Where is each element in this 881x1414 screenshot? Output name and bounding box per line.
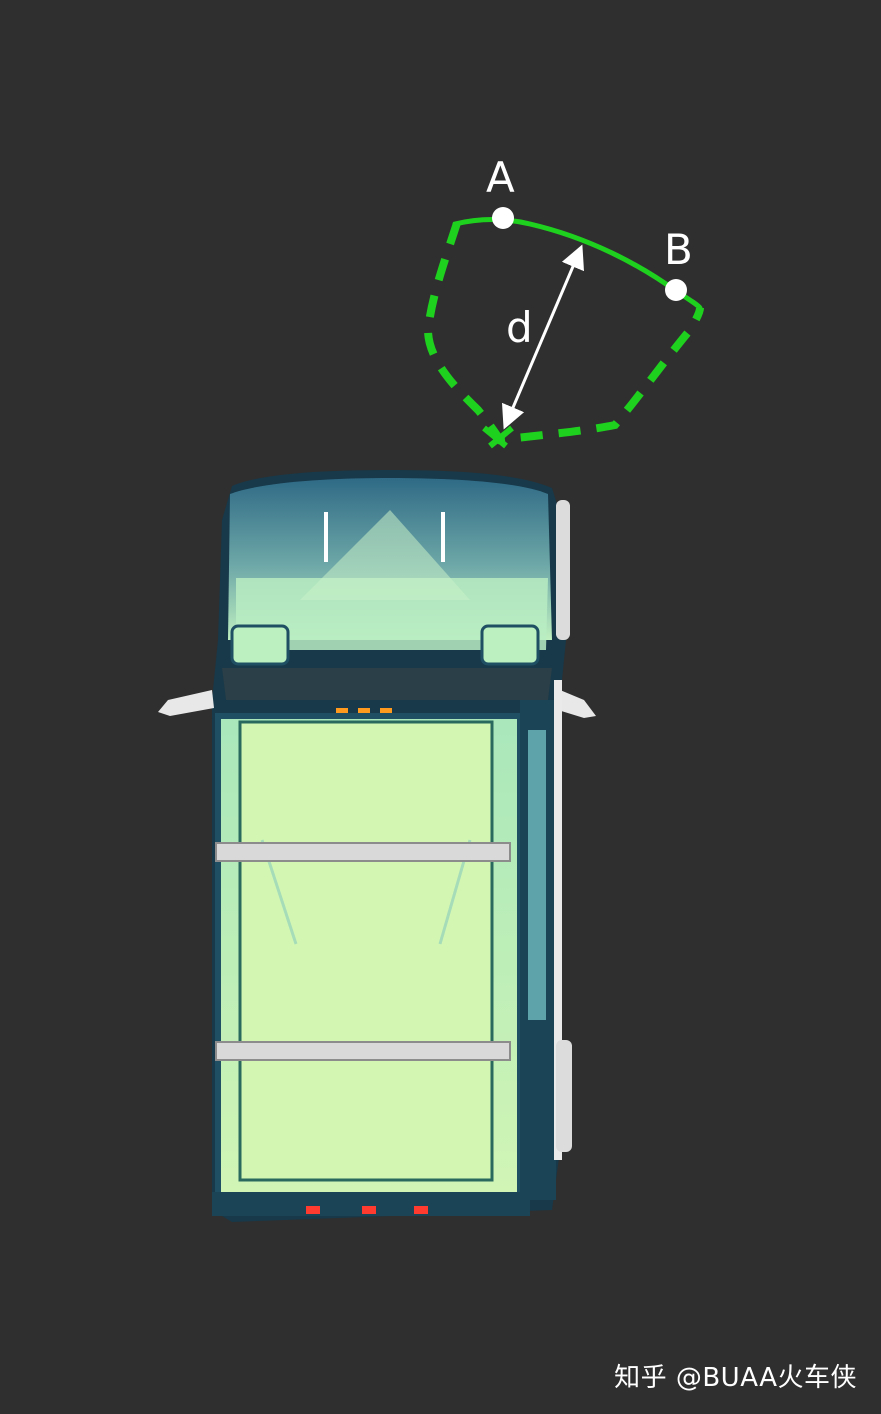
watermark: 知乎 @BUAA火车侠	[614, 1363, 857, 1393]
distance-label: d	[506, 303, 533, 352]
left-mirror	[158, 690, 214, 716]
amber-light-2	[358, 708, 370, 714]
point-b-label: B	[664, 225, 693, 274]
amber-light-1	[336, 708, 348, 714]
right-cab-window	[480, 624, 540, 666]
point-b: B	[664, 225, 693, 301]
left-cab-window	[230, 624, 290, 666]
rear-light-3	[414, 1206, 428, 1214]
roof-bar-rear	[215, 1041, 511, 1061]
right-side-window	[528, 730, 546, 1020]
origin-mark	[482, 425, 514, 449]
rear-light-1	[306, 1206, 320, 1214]
roof-panel	[238, 720, 494, 1182]
roof-bar-front	[215, 842, 511, 862]
vehicle	[158, 470, 596, 1222]
point-a: A	[486, 153, 515, 229]
distance-arrow	[502, 244, 584, 430]
point-a-label: A	[486, 153, 515, 202]
point-b-marker	[665, 279, 687, 301]
rear-wheel	[556, 1040, 572, 1152]
roof-front-bar	[222, 668, 552, 700]
right-mirror	[558, 690, 596, 718]
dashed-boundary	[423, 221, 704, 445]
front-wheel	[556, 500, 570, 640]
hood-highlight	[300, 510, 470, 600]
boundary-region	[423, 217, 704, 449]
point-a-marker	[492, 207, 514, 229]
right-side-rail	[554, 680, 562, 1160]
amber-light-3	[380, 708, 392, 714]
rear-light-2	[362, 1206, 376, 1214]
